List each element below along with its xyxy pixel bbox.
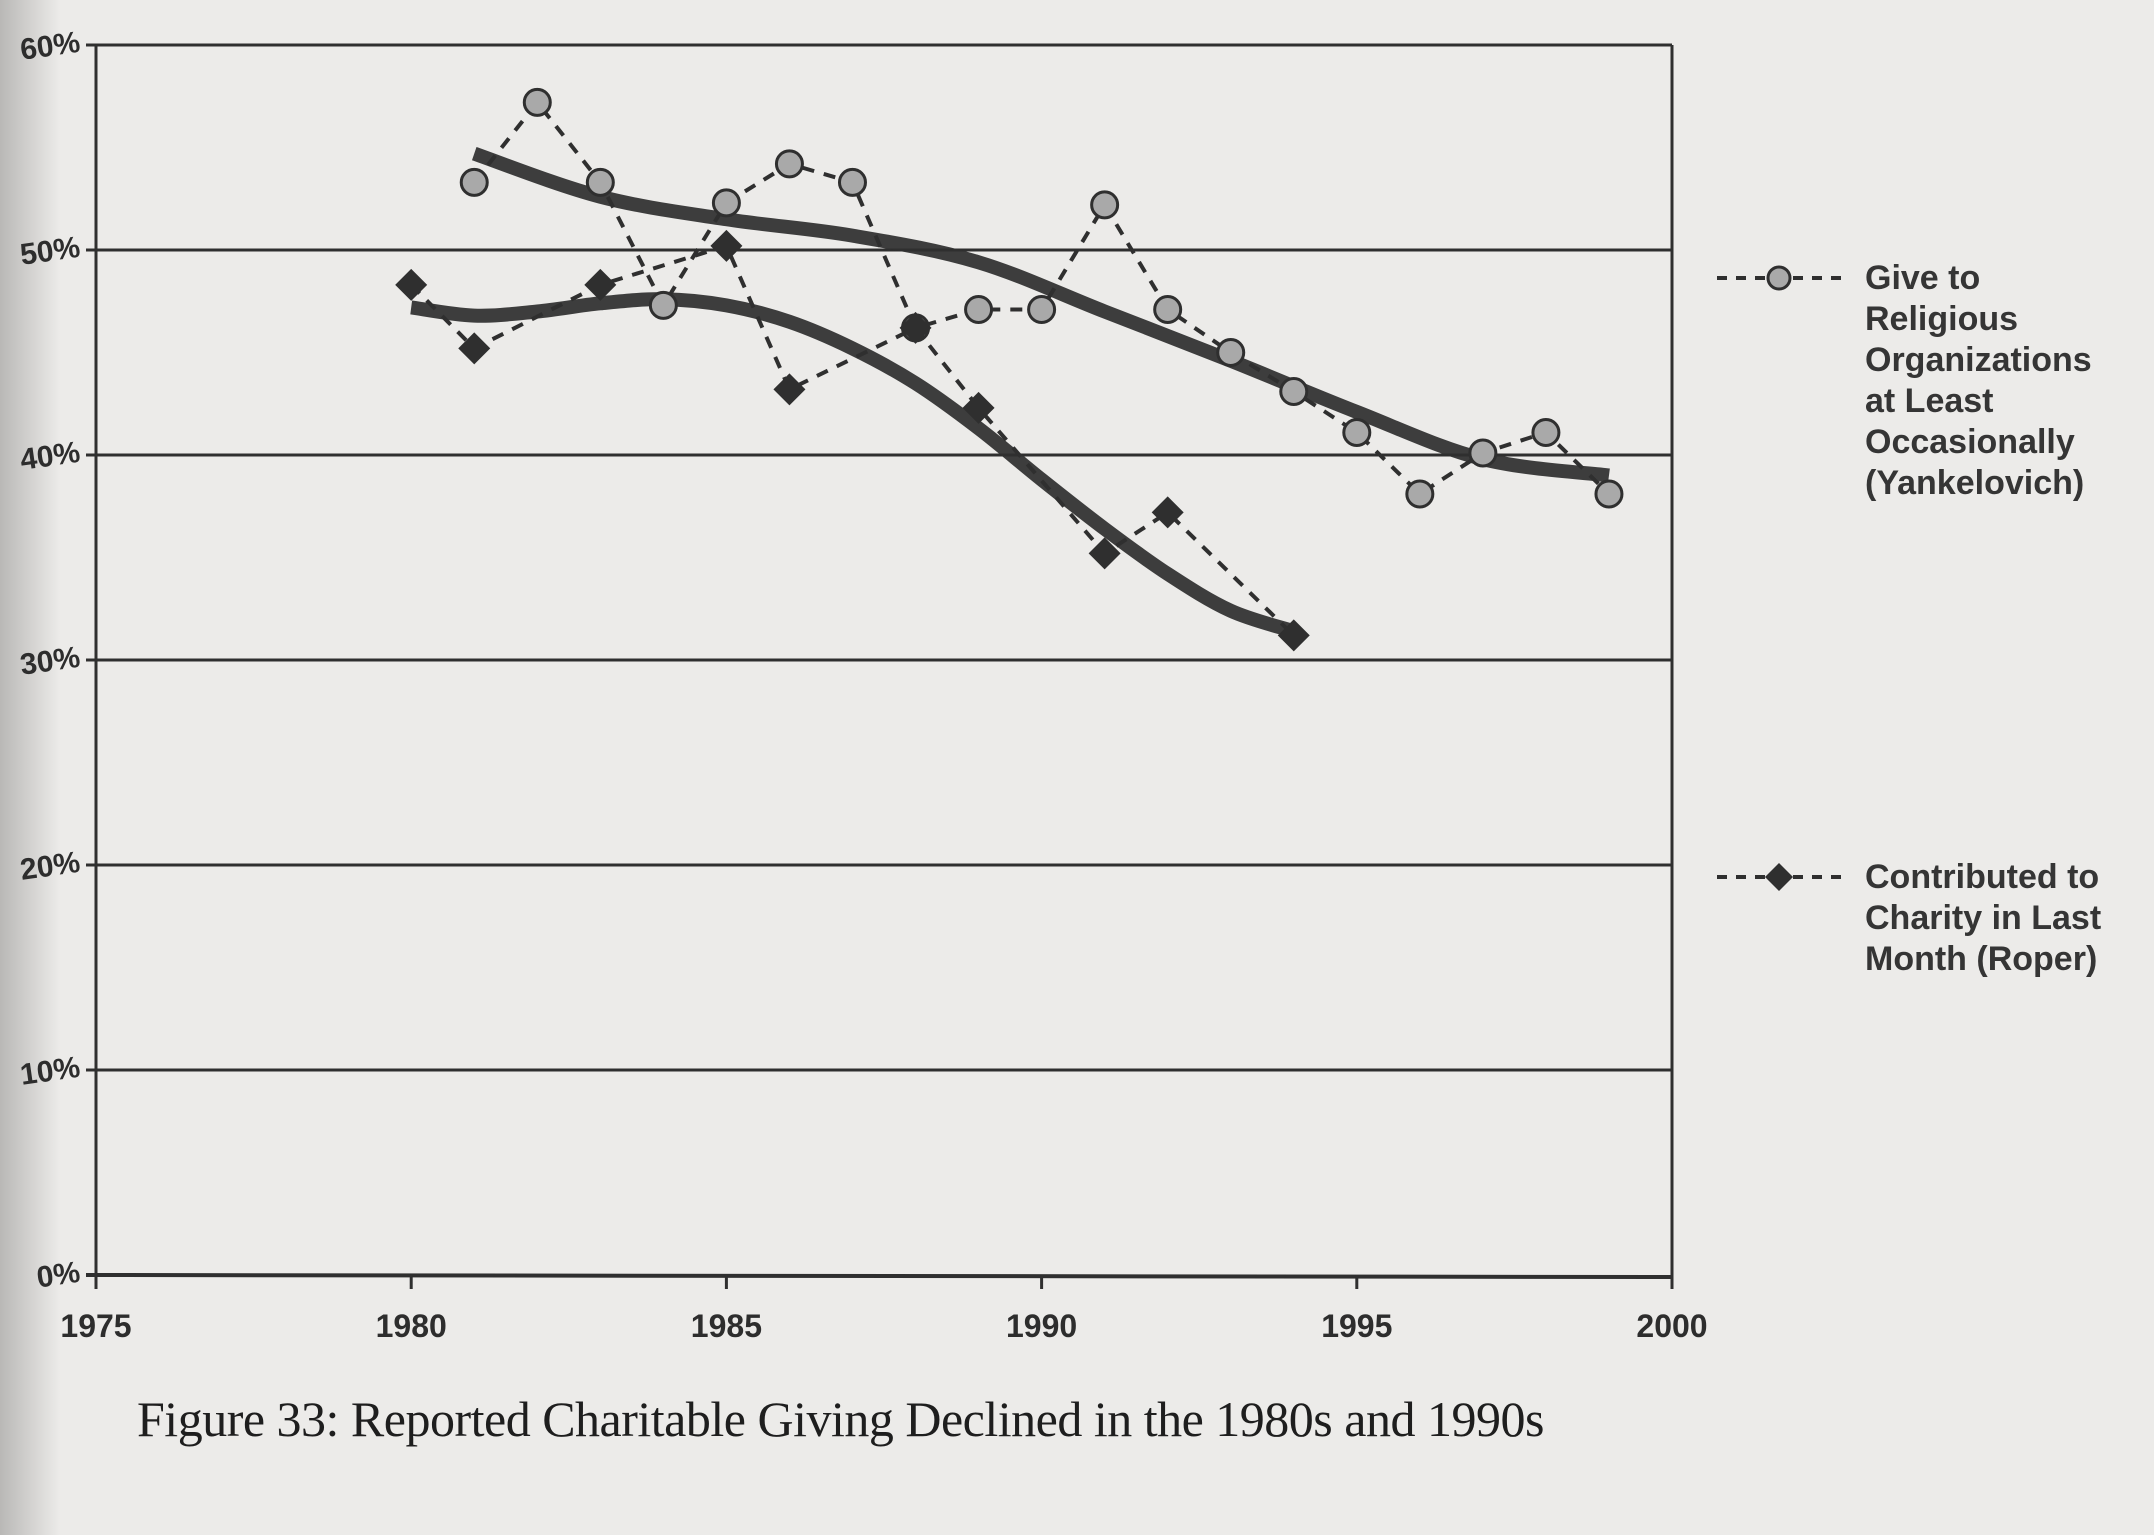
y-tick-label: 10% [18, 1051, 82, 1092]
data-point-diamond [1277, 619, 1310, 652]
y-tick-label: 20% [18, 846, 82, 887]
data-point-circle [1342, 417, 1372, 447]
y-tick-label: 50% [18, 231, 82, 272]
diamond-marker-icon [1717, 863, 1843, 891]
legend-item-religious: Give to Religious Organizations at Least… [1715, 258, 2154, 504]
data-point-circle [1279, 376, 1309, 406]
figure-caption: Figure 33: Reported Charitable Giving De… [137, 1391, 1544, 1447]
data-point-circle [1468, 438, 1498, 468]
data-point-circle [1027, 294, 1057, 324]
x-tick-label: 1995 [1321, 1308, 1392, 1344]
data-point-circle [774, 149, 804, 179]
legend-label: Contributed to Charity in Last Month (Ro… [1865, 858, 2102, 978]
trend-line [410, 292, 1296, 638]
x-tick-label: 1990 [1006, 1308, 1077, 1344]
x-tick-label: 1975 [60, 1308, 131, 1344]
data-point-diamond [899, 311, 932, 344]
series-religious [459, 87, 1624, 509]
x-tick-label: 2000 [1636, 1308, 1707, 1344]
dashed-series-line [409, 243, 1296, 637]
data-point-diamond [395, 268, 428, 301]
data-point-diamond [1088, 537, 1121, 570]
data-point-circle [1531, 417, 1561, 447]
y-tick-label: 60% [18, 26, 82, 67]
legend-item-roper: Contributed to Charity in Last Month (Ro… [1715, 857, 2154, 980]
data-point-circle [522, 87, 552, 117]
y-tick-label: 0% [35, 1256, 83, 1295]
data-series [395, 87, 1624, 652]
data-point-diamond [584, 268, 617, 301]
data-point-circle [648, 290, 678, 320]
data-point-diamond [773, 373, 806, 406]
data-point-circle [1153, 294, 1183, 324]
trend-line [471, 147, 1610, 483]
data-point-diamond [458, 332, 491, 365]
axes [85, 45, 1674, 1289]
data-point-circle [585, 167, 615, 197]
y-tick-label: 30% [18, 641, 82, 682]
data-point-diamond [1151, 496, 1184, 529]
page-edge-shadow [0, 0, 60, 1535]
data-point-circle [1090, 190, 1120, 220]
x-tick-label: 1985 [691, 1308, 762, 1344]
data-point-diamond [710, 229, 743, 262]
x-tick-label: 1980 [376, 1308, 447, 1344]
data-point-circle [964, 294, 994, 324]
data-point-circle [1216, 338, 1246, 367]
tick-labels: 0% 10% 20% 30% 40% 50% 60% 1975 1980 1985 1990 1995… [18, 26, 1708, 1344]
circle-marker-icon [1717, 265, 1843, 291]
trend-lines [410, 147, 1610, 638]
data-point-circle [1594, 479, 1624, 509]
y-tick-label: 40% [18, 436, 82, 477]
data-point-diamond [962, 391, 995, 424]
data-point-circle [1405, 479, 1435, 509]
gridlines [86, 43, 1672, 1072]
series-roper [395, 229, 1310, 652]
x-axis [85, 1273, 1673, 1279]
legend-label: Give to Religious Organizations at Least… [1865, 259, 2092, 502]
data-point-circle [459, 167, 489, 197]
data-point-circle [711, 188, 741, 218]
data-point-circle [837, 167, 867, 197]
